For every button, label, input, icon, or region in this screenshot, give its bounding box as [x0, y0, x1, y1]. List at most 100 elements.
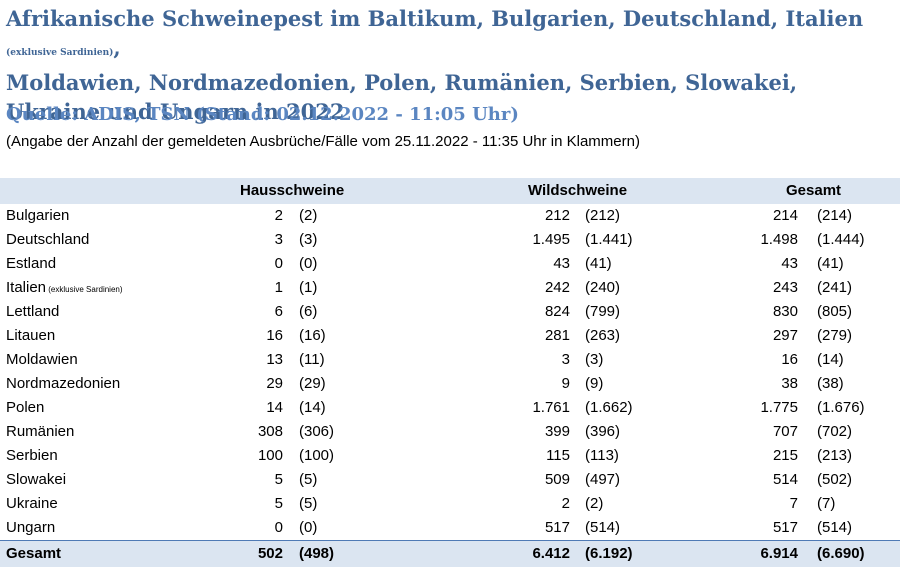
wild-value: 1.495 [532, 231, 570, 248]
total-label: Gesamt [6, 545, 62, 562]
table-row: Ukraine 5 (5) 2 (2) 7 (7) [0, 492, 900, 516]
haus-prev-value: (11) [299, 351, 325, 368]
gesamt-prev-value: (213) [817, 447, 853, 464]
wild-prev-value: (1.441) [585, 231, 633, 248]
wild-value: 115 [546, 447, 570, 464]
table-row: Moldawien 13 (11) 3 (3) 16 (14) [0, 348, 900, 372]
gesamt-prev-value: (514) [817, 519, 853, 536]
table-row: Estland 0 (0) 43 (41) 43 (41) [0, 252, 900, 276]
haus-prev-value: (1) [299, 279, 318, 296]
gesamt-value: 215 [772, 447, 798, 464]
haus-prev-value: (6) [299, 303, 318, 320]
total-gesamt: 6.914 [760, 545, 798, 562]
haus-value: 100 [257, 447, 283, 464]
wild-prev-value: (3) [585, 351, 604, 368]
gesamt-value: 1.775 [760, 399, 798, 416]
wild-value: 242 [544, 279, 570, 296]
header-gesamt: Gesamt [786, 182, 842, 199]
haus-value: 1 [274, 279, 283, 296]
total-wild-prev: (6.192) [585, 545, 633, 562]
gesamt-prev-value: (241) [817, 279, 853, 296]
country-name: Ukraine [6, 495, 58, 512]
gesamt-value: 43 [781, 255, 798, 272]
country-name: Ungarn [6, 519, 55, 536]
table-total-row: Gesamt 502 (498) 6.412 (6.192) 6.914 (6.… [0, 540, 900, 567]
page-title: Afrikanische Schweinepest im Baltikum, B… [6, 4, 896, 126]
table-header: Hausschweine Wildschweine Gesamt [0, 178, 900, 204]
haus-prev-value: (2) [299, 207, 318, 224]
wild-prev-value: (497) [585, 471, 621, 488]
haus-value: 16 [266, 327, 283, 344]
table-row: Italien (exklusive Sardinien) 1 (1) 242 (240… [0, 276, 900, 300]
gesamt-prev-value: (502) [817, 471, 853, 488]
note-line: (Angabe der Anzahl der gemeldeten Ausbrü… [6, 133, 640, 150]
wild-prev-value: (113) [585, 447, 619, 464]
country-label: Litauen [6, 327, 56, 344]
country-name: Estland [6, 255, 56, 272]
haus-prev-value: (5) [299, 471, 318, 488]
gesamt-value: 517 [772, 519, 798, 536]
country-name: Slowakei [6, 471, 66, 488]
country-label: Nordmazedonien [6, 375, 121, 392]
table-body: Bulgarien 2 (2) 212 (212) 214 (214) Deutschland… [0, 204, 900, 540]
haus-value: 13 [266, 351, 283, 368]
wild-value: 3 [561, 351, 570, 368]
haus-value: 5 [274, 471, 283, 488]
gesamt-prev-value: (805) [817, 303, 853, 320]
gesamt-value: 1.498 [760, 231, 798, 248]
gesamt-value: 243 [772, 279, 798, 296]
haus-value: 308 [257, 423, 283, 440]
wild-prev-value: (514) [585, 519, 621, 536]
title-comma: , [113, 35, 121, 60]
wild-value: 517 [544, 519, 570, 536]
table-row: Ungarn 0 (0) 517 (514) 517 (514) [0, 516, 900, 540]
gesamt-value: 297 [772, 327, 798, 344]
gesamt-value: 16 [781, 351, 798, 368]
gesamt-value: 830 [772, 303, 798, 320]
country-label: Estland [6, 255, 57, 272]
country-label: Lettland [6, 303, 60, 320]
title-line-1: Afrikanische Schweinepest im Baltikum, B… [6, 6, 864, 31]
haus-prev-value: (100) [299, 447, 335, 464]
wild-prev-value: (2) [585, 495, 604, 512]
source-line: Quelle: ADIS, TSN (Stand: 02.12.2022 - 1… [6, 104, 519, 125]
haus-prev-value: (16) [299, 327, 326, 344]
country-label: Rumänien [6, 423, 75, 440]
country-label: Moldawien [6, 351, 78, 368]
wild-prev-value: (799) [585, 303, 621, 320]
haus-value: 5 [274, 495, 283, 512]
total-gesamt-prev: (6.690) [817, 545, 865, 562]
country-name: Polen [6, 399, 44, 416]
haus-prev-value: (306) [299, 423, 335, 440]
table-row: Deutschland 3 (3) 1.495 (1.441) 1.498 (1.444) [0, 228, 900, 252]
country-name: Serbien [6, 447, 58, 464]
wild-prev-value: (41) [585, 255, 612, 272]
haus-value: 0 [274, 255, 283, 272]
haus-prev-value: (3) [299, 231, 318, 248]
wild-value: 43 [553, 255, 570, 272]
table-row: Slowakei 5 (5) 509 (497) 514 (502) [0, 468, 900, 492]
gesamt-prev-value: (1.676) [817, 399, 865, 416]
wild-value: 212 [544, 207, 570, 224]
wild-value: 1.761 [532, 399, 570, 416]
wild-value: 509 [544, 471, 570, 488]
haus-prev-value: (5) [299, 495, 318, 512]
gesamt-prev-value: (279) [817, 327, 853, 344]
gesamt-value: 214 [772, 207, 798, 224]
header-wildschweine: Wildschweine [528, 182, 628, 199]
gesamt-prev-value: (702) [817, 423, 853, 440]
haus-value: 14 [266, 399, 283, 416]
table-row: Lettland 6 (6) 824 (799) 830 (805) [0, 300, 900, 324]
title-line-2: Moldawien, Nordmazedonien, Polen, Rumäni… [6, 70, 798, 124]
table-row: Litauen 16 (16) 281 (263) 297 (279) [0, 324, 900, 348]
table-row: Polen 14 (14) 1.761 (1.662) 1.775 (1.676) [0, 396, 900, 420]
gesamt-value: 514 [772, 471, 798, 488]
gesamt-prev-value: (7) [817, 495, 836, 512]
table-row: Bulgarien 2 (2) 212 (212) 214 (214) [0, 204, 900, 228]
country-name: Deutschland [6, 231, 89, 248]
gesamt-value: 7 [789, 495, 798, 512]
wild-prev-value: (240) [585, 279, 621, 296]
gesamt-value: 38 [781, 375, 798, 392]
haus-prev-value: (14) [299, 399, 326, 416]
total-haus: 502 [257, 545, 283, 562]
